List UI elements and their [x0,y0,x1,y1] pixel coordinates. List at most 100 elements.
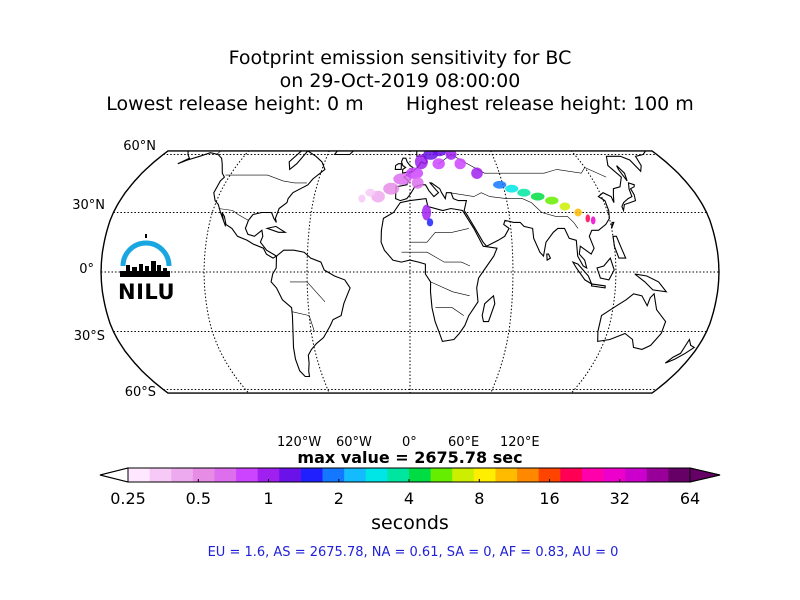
colorbar-segment [149,468,172,482]
colorbar [99,467,721,483]
coastline-eurasia [395,150,648,270]
coastline-sakhalin [616,165,628,182]
coastline-greenland [330,150,390,156]
footprint-blob [445,150,457,160]
footprint-blob [383,182,400,195]
country-border [225,174,307,184]
footprint-blob [493,180,507,189]
colorbar-segment [236,468,259,482]
colorbar-segment [581,468,604,482]
colorbar-segment [279,468,302,482]
footprint-blob [365,188,376,197]
coastline-south-america [270,249,351,378]
colorbar-segment [171,468,194,482]
coastline-ireland [394,163,402,170]
map-boundary [100,150,720,394]
country-border [290,281,326,303]
colorbar-segment [300,468,323,482]
country-border [218,208,249,221]
colorbar-segment [344,468,367,482]
colorbar-tick-label: 4 [403,489,415,508]
country-border [401,251,471,267]
colorbar-under-arrow [99,467,129,483]
colorbar-unit: seconds [371,512,449,534]
country-border [410,228,469,243]
coastline-new-guinea [634,273,668,293]
colorbar-segment [668,468,691,482]
coastline-borneo [596,256,615,281]
lat-label-60n: 60°N [123,139,156,154]
colorbar-tick-label: 0.25 [110,489,146,508]
coastline-taiwan [611,221,615,229]
country-border [216,150,235,155]
max-value-label: max value = 2675.78 sec [297,448,523,467]
graticule [101,150,719,394]
lat-label-60s: 60°S [124,385,156,400]
colorbar-tick-label: 32 [609,489,630,508]
footprint-blob [411,177,424,189]
footprint-blob [432,150,447,157]
colorbar-segment [560,468,583,482]
footprint-blob [545,196,559,205]
colorbar-segment [387,468,410,482]
footprint-blob [454,158,466,170]
colorbar-tick-label: 1 [263,489,274,508]
colorbar-segment [603,468,626,482]
colorbar-segment [495,468,518,482]
coastline-philippines [612,235,627,259]
colorbar-tick-label: 64 [679,489,701,508]
footprint-blob [585,214,591,223]
nilu-logo-text: NILU [118,280,176,304]
footprint-blob [432,158,445,170]
footprint-blob [405,167,424,179]
footprint-blob [574,208,582,217]
coastline-japan [621,182,637,213]
colorbar-segment [409,468,432,482]
nilu-logo-icon [120,234,172,277]
lon-label-60w: 60°W [336,435,372,450]
footprint-blob [393,173,412,185]
footprint-plume [358,150,596,227]
colorbar-segment [128,468,151,482]
colorbar-segment [322,468,345,482]
colorbar-segment [214,468,237,482]
colorbar-segment [646,468,669,482]
lat-label-30s: 30°S [73,329,105,344]
footprint-blob [471,167,483,179]
colorbar-segment [430,468,453,482]
land-outlines [177,142,696,378]
footprint-blob [426,218,434,227]
coastline-iceland [378,142,391,149]
title-line-2: on 29-Oct-2019 08:00:00 [279,70,521,92]
region-stats: EU = 1.6, AS = 2675.78, NA = 0.61, SA = … [207,545,619,560]
coastline-australia [597,292,667,350]
footprint-blob [559,202,571,211]
meridian-line [464,150,514,394]
country-border [291,311,315,332]
footprint-blob [530,192,545,201]
title-line-3: Lowest release height: 0 m Highest relea… [106,93,694,115]
colorbar-tick-label: 0.5 [185,489,212,508]
coastline-indonesia-java [590,283,606,289]
colorbar-segment [452,468,475,482]
coastline-north-america [177,150,326,259]
colorbar-segment [192,468,215,482]
footprint-blob [358,194,366,203]
footprint-blob [590,216,596,225]
coastline-africa [380,197,498,343]
lon-label-0: 0° [402,435,417,450]
lon-label-120w: 120°W [277,435,322,450]
meridian-line [519,150,617,394]
coastline-madagascar [481,294,496,323]
colorbar-over-arrow [689,467,721,483]
country-border [435,307,464,316]
country-border [430,281,470,297]
lat-label-0: 0° [79,262,94,277]
colorbar-segment [538,468,561,482]
lon-label-120e: 120°E [500,435,540,450]
coastline-new-zealand [664,338,696,364]
lat-label-30n: 30°N [72,198,105,213]
coastline-cuba [265,225,288,233]
colorbar-segment [365,468,388,482]
